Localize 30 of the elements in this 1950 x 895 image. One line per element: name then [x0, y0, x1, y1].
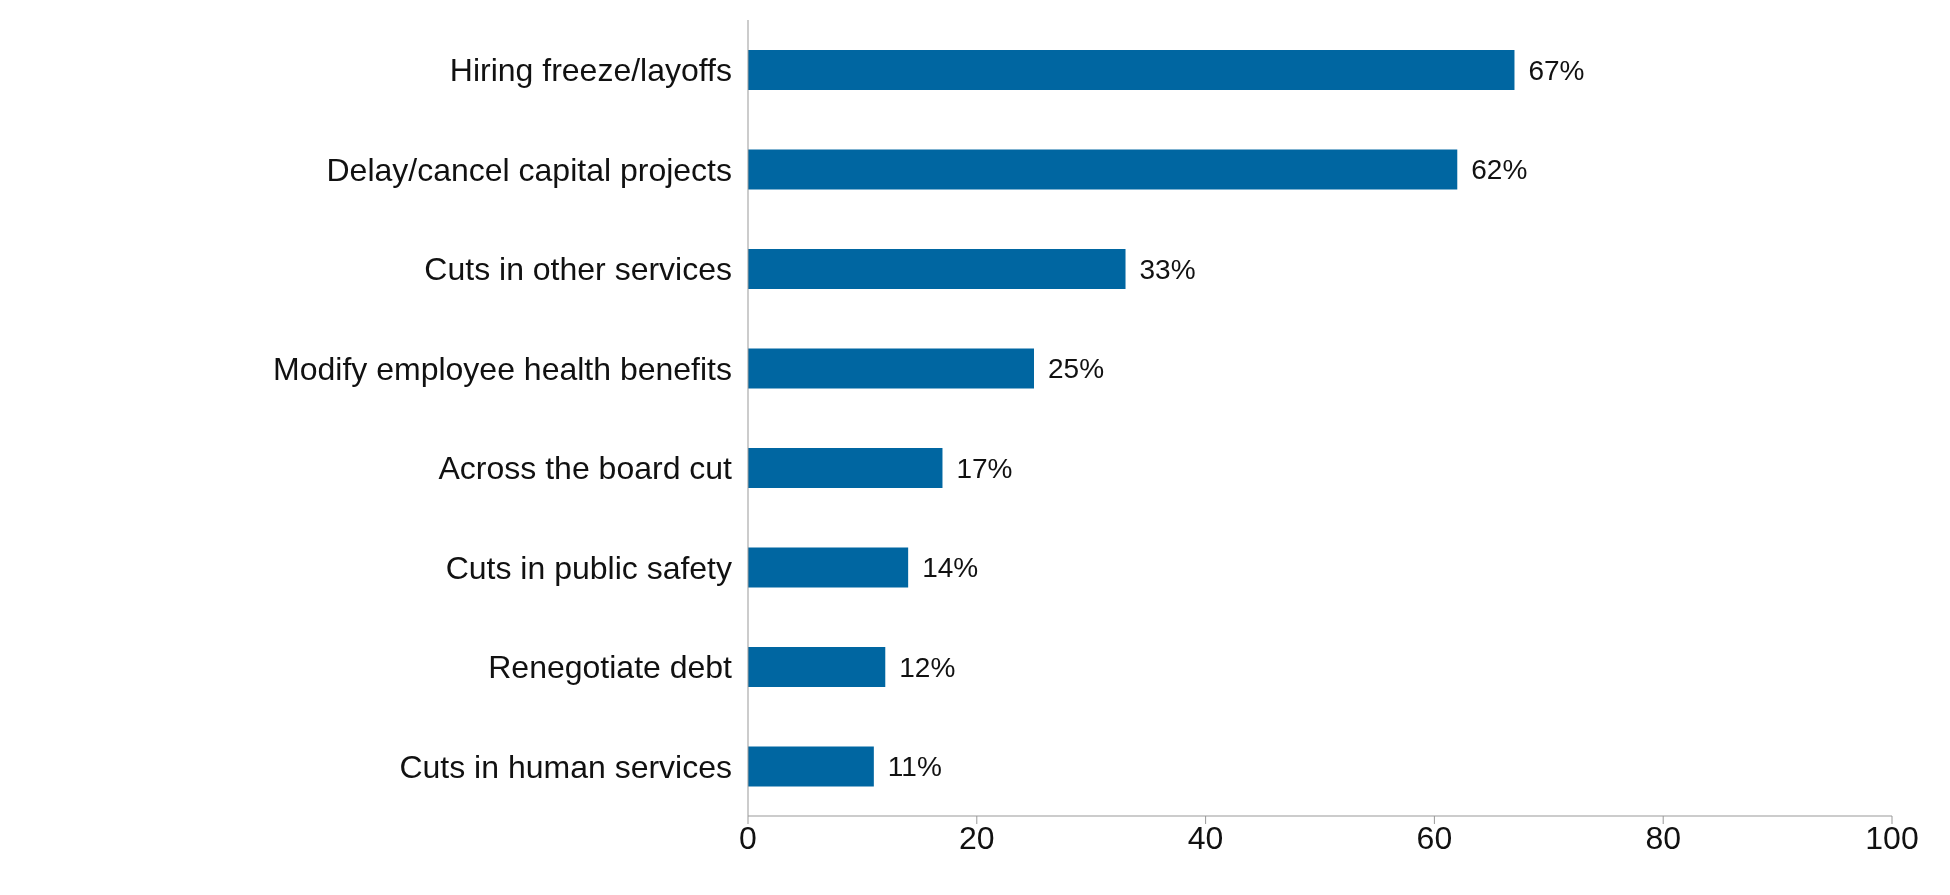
bar: [748, 50, 1515, 90]
data-label: 62%: [1471, 154, 1528, 186]
x-tick-label: 0: [739, 819, 757, 856]
data-label: 17%: [956, 452, 1013, 484]
x-tick-label: 40: [1187, 819, 1224, 856]
data-label: 33%: [1139, 253, 1196, 285]
bar: [748, 149, 1458, 190]
y-tick-label: Cuts in other services: [424, 251, 732, 288]
bar: [748, 348, 1034, 389]
data-label: 12%: [899, 651, 956, 683]
bar: [748, 647, 886, 687]
data-label: 11%: [887, 751, 942, 783]
data-label: 67%: [1528, 54, 1585, 86]
bar: [748, 448, 943, 488]
y-tick-label: Cuts in public safety: [445, 549, 732, 586]
x-tick-label: 100: [1865, 819, 1919, 856]
y-tick-label: Cuts in human services: [399, 748, 732, 785]
y-tick-label: Hiring freeze/layoffs: [449, 52, 732, 89]
y-tick-label: Modify employee health benefits: [273, 350, 732, 387]
y-tick-label: Across the board cut: [438, 450, 733, 487]
x-tick-label: 80: [1645, 819, 1681, 856]
y-tick-label: Delay/cancel capital projects: [326, 151, 732, 188]
data-label: 25%: [1048, 353, 1105, 385]
bar: [748, 249, 1126, 289]
bar: [748, 746, 874, 787]
bar: [748, 547, 909, 588]
y-tick-label: Renegotiate debt: [488, 649, 733, 686]
x-tick-label: 60: [1416, 819, 1453, 856]
data-label: 14%: [922, 552, 979, 584]
x-tick-label: 20: [959, 819, 995, 856]
